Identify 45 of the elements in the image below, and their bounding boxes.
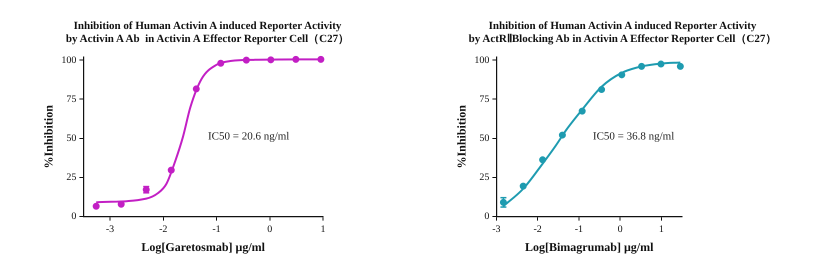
y-tick-label: 100 xyxy=(474,54,490,66)
point xyxy=(558,132,566,139)
point xyxy=(638,62,646,70)
point xyxy=(217,60,224,67)
x-tick-label: 0 xyxy=(267,224,272,236)
point xyxy=(676,62,684,70)
annotation: IC50 = 36.8 ng/ml xyxy=(592,130,674,143)
point xyxy=(657,60,664,68)
x-tick-label: 0 xyxy=(618,224,623,236)
x-tick-label: 1 xyxy=(320,224,326,236)
point xyxy=(267,56,274,64)
chart-title: Inhibition of Human Activin A induced Reporter Activity by ActRⅡBlocking Ab in Activin A Effector Reporter Cell（C27） xyxy=(468,19,778,47)
x-axis-title: Log[Garetosmab] μg/ml xyxy=(141,240,266,254)
y-tick-label: 25 xyxy=(479,172,490,184)
annotation: IC50 = 20.6 ng/ml xyxy=(208,130,290,143)
chart-title: Inhibition of Human Activin A induced Reporter Activity by Activin A Ab in Activin A Effector Reporter Cell（C27） xyxy=(64,19,350,47)
point xyxy=(598,86,606,94)
y-tick-label: 75 xyxy=(66,94,76,105)
point xyxy=(192,85,200,92)
point xyxy=(618,71,626,78)
x-tick-label: 1 xyxy=(658,224,664,236)
y-tick-label: 100 xyxy=(61,54,76,66)
y-tick-label: 50 xyxy=(479,132,490,144)
point xyxy=(292,56,300,63)
x-tick-label: -3 xyxy=(492,224,501,236)
point xyxy=(168,166,175,174)
y-tick-label: 0 xyxy=(71,211,76,222)
x-tick-label: -2 xyxy=(533,224,542,236)
point xyxy=(92,202,100,210)
point xyxy=(520,182,527,190)
x-axis-title: Log[Bimagrumab] μg/ml xyxy=(524,240,654,254)
x-tick-label: -3 xyxy=(106,224,114,236)
point xyxy=(317,56,324,63)
y-tick-label: 0 xyxy=(484,211,490,222)
point xyxy=(539,156,546,164)
point xyxy=(578,108,586,115)
x-tick-label: -1 xyxy=(574,224,584,236)
y-tick-label: 25 xyxy=(66,172,76,184)
y-axis-title: %Inhibition xyxy=(454,104,468,168)
x-tick-label: -1 xyxy=(212,224,221,236)
point xyxy=(242,56,250,64)
y-tick-label: 50 xyxy=(66,132,76,144)
y-tick-label: 75 xyxy=(479,94,490,105)
x-tick-label: -2 xyxy=(159,224,168,236)
y-axis-title: %Inhibition xyxy=(41,104,56,168)
